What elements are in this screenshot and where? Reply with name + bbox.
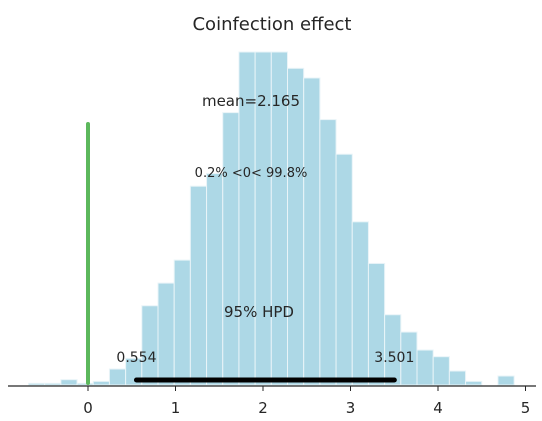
- histogram-bar: [157, 282, 175, 386]
- histogram-bar: [222, 112, 240, 386]
- histogram-bar: [416, 349, 434, 386]
- histogram-bar: [28, 382, 46, 386]
- histogram-bar: [335, 153, 353, 386]
- hpd-high-label: 3.501: [374, 350, 414, 366]
- histogram-bar: [303, 77, 321, 386]
- histogram-bar: [76, 382, 94, 386]
- histogram-bar: [287, 67, 305, 386]
- histogram-bar: [448, 370, 467, 386]
- x-tick-label: 2: [258, 399, 268, 417]
- hpd-label: 95% HPD: [224, 303, 294, 321]
- mean-label: mean=2.165: [202, 92, 300, 110]
- x-tick-label: 5: [521, 399, 531, 417]
- histogram-bar: [60, 379, 78, 386]
- histogram-bar: [367, 262, 386, 386]
- chart-title: Coinfection effect: [192, 14, 351, 35]
- histogram-bar: [44, 382, 62, 386]
- x-tick-label: 4: [433, 399, 443, 417]
- hpd-low-label: 0.554: [116, 350, 156, 366]
- histogram-bar: [319, 119, 337, 386]
- histogram-bars: [28, 51, 515, 386]
- histogram-bar: [141, 305, 159, 386]
- reference-percent-label: 0.2% <0< 99.8%: [195, 166, 308, 181]
- histogram-bar: [189, 185, 208, 386]
- x-tick-label: 3: [346, 399, 356, 417]
- histogram-bar: [108, 368, 127, 386]
- histogram-bar: [351, 221, 369, 386]
- histogram-bar: [432, 356, 450, 386]
- x-tick-label: 0: [83, 399, 93, 417]
- histogram-bar: [465, 380, 483, 386]
- histogram-bar: [206, 173, 224, 386]
- histogram-bar: [173, 259, 191, 386]
- histogram-bar: [497, 375, 515, 386]
- x-tick-label: 1: [171, 399, 181, 417]
- x-axis-ticks: 0 1 2 3 4 5: [83, 386, 530, 417]
- histogram-bar: [92, 380, 110, 386]
